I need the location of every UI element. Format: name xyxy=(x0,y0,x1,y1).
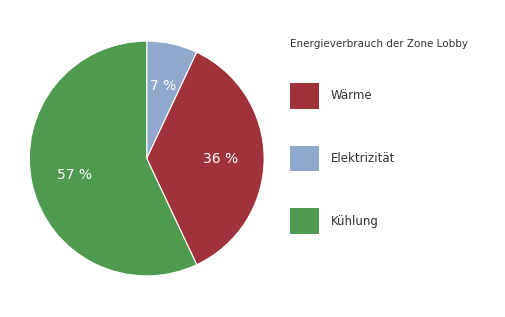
Text: 36 %: 36 % xyxy=(203,152,238,165)
Text: Energieverbrauch der Zone Lobby: Energieverbrauch der Zone Lobby xyxy=(289,39,467,49)
Text: Wärme: Wärme xyxy=(330,89,372,102)
Wedge shape xyxy=(29,41,196,276)
FancyBboxPatch shape xyxy=(289,209,319,234)
Text: 7 %: 7 % xyxy=(149,79,176,93)
Text: Elektrizität: Elektrizität xyxy=(330,152,394,165)
Text: Kühlung: Kühlung xyxy=(330,215,378,228)
FancyBboxPatch shape xyxy=(289,146,319,171)
Wedge shape xyxy=(146,41,196,158)
Text: 57 %: 57 % xyxy=(57,168,92,182)
Wedge shape xyxy=(146,52,264,265)
FancyBboxPatch shape xyxy=(289,83,319,108)
